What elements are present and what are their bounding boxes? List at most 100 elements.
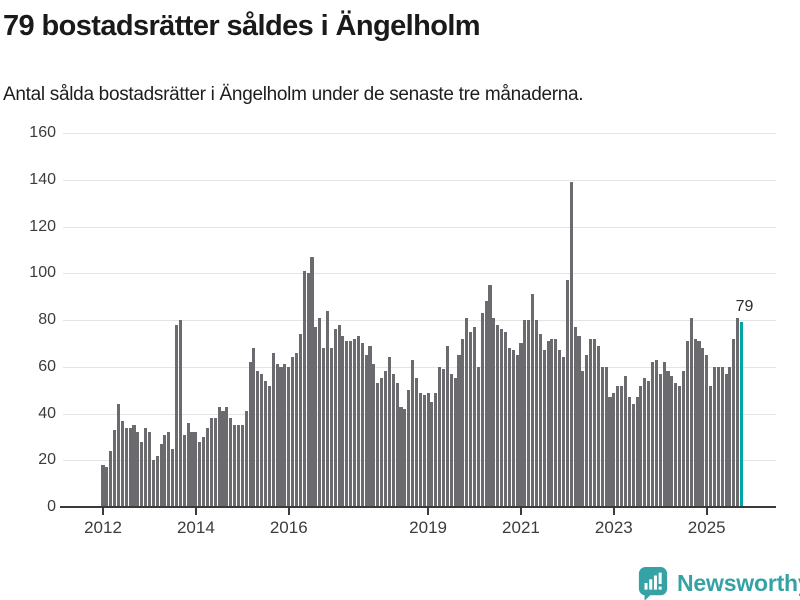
gridline [63, 273, 776, 275]
bar [650, 362, 655, 507]
bar [399, 406, 403, 507]
bar [720, 366, 724, 507]
x-tick-label: 2014 [176, 518, 215, 537]
bar [500, 329, 504, 507]
bar [736, 317, 740, 507]
x-tick [612, 508, 615, 515]
bar [531, 294, 535, 507]
bar [279, 366, 283, 507]
bar [627, 397, 631, 507]
bar [480, 313, 484, 507]
bar [472, 327, 477, 507]
x-tick [102, 508, 104, 515]
bar [705, 355, 709, 507]
bar [383, 371, 388, 507]
bar [577, 336, 581, 507]
bar [689, 317, 693, 507]
bar [724, 373, 728, 507]
x-tick-label: 2023 [594, 518, 633, 537]
bar [430, 401, 434, 507]
bar [341, 336, 345, 507]
gridline [63, 320, 776, 321]
bar [701, 348, 705, 507]
bar [403, 408, 407, 507]
bar [550, 338, 554, 507]
bar [120, 420, 124, 507]
bar [128, 427, 132, 507]
y-tick-label: 60 [38, 357, 56, 375]
highlighted-bar [740, 322, 744, 507]
bar [596, 345, 600, 507]
bar [171, 448, 175, 507]
x-tick [427, 508, 430, 515]
bar [422, 394, 426, 507]
gridline [63, 179, 776, 181]
bar [353, 338, 357, 507]
bar [488, 284, 492, 507]
bar [236, 425, 240, 507]
bar [349, 341, 353, 507]
bar [182, 434, 186, 507]
bar [283, 364, 287, 507]
bar [225, 406, 229, 507]
bar [461, 338, 465, 507]
bar [233, 425, 237, 507]
bar [364, 355, 368, 507]
bar [391, 373, 395, 507]
bar [709, 385, 713, 507]
bar [666, 371, 670, 507]
y-tick-label: 80 [38, 311, 56, 328]
bar [140, 441, 144, 507]
bar [368, 345, 372, 507]
x-axis-line [60, 506, 776, 508]
bar [360, 343, 364, 507]
bar [693, 338, 697, 507]
bar [569, 182, 573, 507]
newsworthy-logo: Newsworthy [637, 566, 800, 600]
bar [434, 392, 438, 507]
bar [426, 392, 430, 507]
bar [116, 404, 121, 507]
bar [263, 380, 268, 507]
bar [267, 385, 271, 507]
bar [519, 343, 523, 507]
bar [136, 432, 140, 507]
x-tick-label: 2016 [269, 518, 308, 537]
bar [445, 345, 449, 507]
bar [302, 270, 306, 507]
bar [414, 378, 418, 507]
bar [592, 338, 597, 507]
bar [205, 427, 210, 507]
bar [202, 436, 206, 507]
bar [248, 362, 252, 507]
bar [585, 355, 589, 507]
bar [658, 373, 662, 507]
bar [209, 418, 213, 507]
x-tick [287, 508, 290, 515]
bar [616, 385, 620, 507]
bar [620, 385, 624, 507]
bar [294, 352, 299, 507]
bar [240, 425, 244, 507]
bar [132, 425, 136, 507]
y-tick-label: 160 [29, 124, 56, 141]
bar [395, 383, 399, 507]
bar [465, 317, 469, 507]
bar [561, 357, 566, 507]
bar [159, 443, 163, 507]
bar [712, 366, 716, 507]
bar [345, 341, 349, 507]
x-tick [194, 508, 197, 515]
bar [306, 273, 310, 507]
bar [256, 371, 260, 507]
x-tick [705, 508, 708, 515]
bar [678, 385, 682, 507]
x-tick-label: 2012 [84, 518, 122, 537]
gridline [63, 133, 776, 134]
bar [310, 256, 314, 507]
bar [337, 324, 341, 507]
y-tick-label: 140 [29, 170, 56, 188]
bar [538, 334, 542, 507]
